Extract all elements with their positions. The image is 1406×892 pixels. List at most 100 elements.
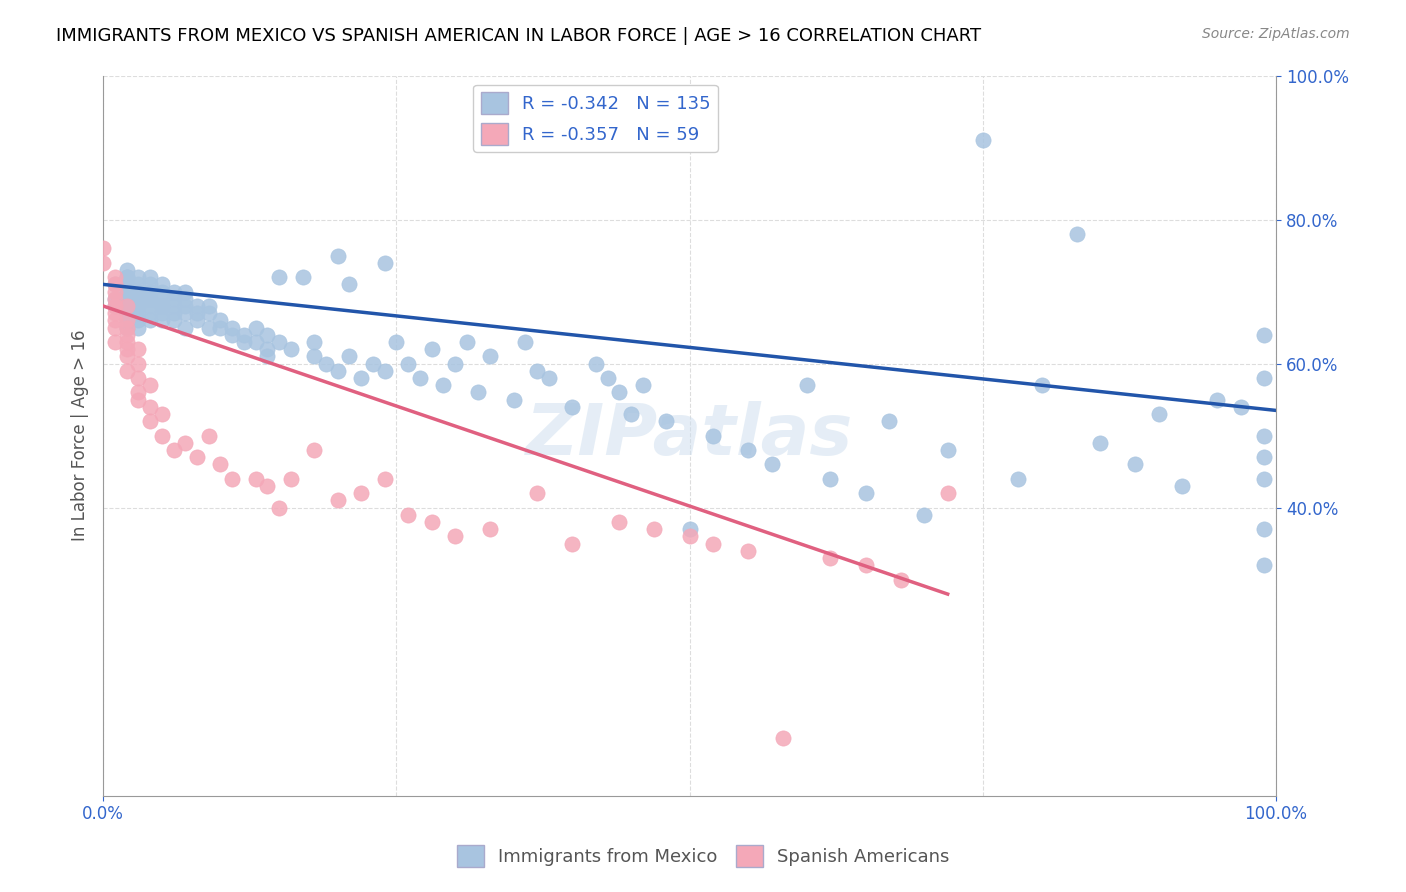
Point <box>479 350 502 364</box>
Point <box>936 486 959 500</box>
Point <box>796 378 818 392</box>
Point <box>396 508 419 522</box>
Point <box>115 277 138 292</box>
Point <box>139 277 162 292</box>
Point <box>115 270 138 285</box>
Point <box>526 364 548 378</box>
Point <box>502 392 524 407</box>
Point <box>820 472 842 486</box>
Point <box>245 320 267 334</box>
Point <box>150 285 173 299</box>
Point <box>350 371 373 385</box>
Y-axis label: In Labor Force | Age > 16: In Labor Force | Age > 16 <box>72 330 89 541</box>
Point <box>174 299 197 313</box>
Point <box>186 306 208 320</box>
Point <box>186 450 208 465</box>
Point <box>420 515 443 529</box>
Point <box>139 292 162 306</box>
Point <box>127 385 149 400</box>
Point <box>585 357 607 371</box>
Point <box>115 306 138 320</box>
Point <box>209 458 232 472</box>
Point <box>104 299 127 313</box>
Point <box>139 285 162 299</box>
Point <box>761 458 783 472</box>
Point <box>245 334 267 349</box>
Point <box>115 350 138 364</box>
Point <box>104 320 127 334</box>
Text: Source: ZipAtlas.com: Source: ZipAtlas.com <box>1202 27 1350 41</box>
Point <box>127 270 149 285</box>
Point <box>115 292 138 306</box>
Point <box>256 479 278 493</box>
Point <box>127 342 149 356</box>
Point <box>396 357 419 371</box>
Point <box>127 357 149 371</box>
Point <box>467 385 489 400</box>
Point <box>444 357 467 371</box>
Point <box>1147 407 1170 421</box>
Point <box>912 508 935 522</box>
Point <box>127 371 149 385</box>
Point <box>104 277 127 292</box>
Point <box>115 334 138 349</box>
Point <box>267 500 290 515</box>
Point <box>267 270 290 285</box>
Point <box>139 414 162 428</box>
Point <box>772 731 794 746</box>
Point <box>115 263 138 277</box>
Point <box>150 428 173 442</box>
Point <box>115 292 138 306</box>
Point <box>304 350 326 364</box>
Point <box>515 334 537 349</box>
Point <box>127 277 149 292</box>
Point <box>150 313 173 327</box>
Point <box>174 320 197 334</box>
Point <box>139 285 162 299</box>
Point <box>127 285 149 299</box>
Point <box>374 472 396 486</box>
Point <box>655 414 678 428</box>
Point <box>139 292 162 306</box>
Point <box>245 472 267 486</box>
Text: IMMIGRANTS FROM MEXICO VS SPANISH AMERICAN IN LABOR FORCE | AGE > 16 CORRELATION: IMMIGRANTS FROM MEXICO VS SPANISH AMERIC… <box>56 27 981 45</box>
Point <box>115 342 138 356</box>
Point <box>127 285 149 299</box>
Point <box>702 537 724 551</box>
Point <box>1253 428 1275 442</box>
Point <box>232 327 254 342</box>
Text: ZIPatlas: ZIPatlas <box>526 401 853 470</box>
Point <box>209 313 232 327</box>
Point <box>855 486 877 500</box>
Point <box>444 529 467 543</box>
Point <box>877 414 900 428</box>
Point <box>139 306 162 320</box>
Point <box>127 320 149 334</box>
Point <box>91 256 114 270</box>
Point <box>1088 435 1111 450</box>
Point <box>1007 472 1029 486</box>
Point <box>139 299 162 313</box>
Point <box>139 270 162 285</box>
Point <box>374 364 396 378</box>
Point <box>162 292 184 306</box>
Point <box>127 292 149 306</box>
Point <box>972 133 994 147</box>
Point <box>737 544 759 558</box>
Point <box>162 306 184 320</box>
Point <box>104 277 127 292</box>
Point <box>526 486 548 500</box>
Point <box>115 320 138 334</box>
Point <box>420 342 443 356</box>
Point <box>115 270 138 285</box>
Point <box>315 357 337 371</box>
Point <box>1031 378 1053 392</box>
Point <box>607 385 630 400</box>
Point <box>326 249 349 263</box>
Point <box>174 285 197 299</box>
Point <box>127 392 149 407</box>
Point <box>631 378 654 392</box>
Point <box>104 306 127 320</box>
Point <box>1253 472 1275 486</box>
Point <box>174 292 197 306</box>
